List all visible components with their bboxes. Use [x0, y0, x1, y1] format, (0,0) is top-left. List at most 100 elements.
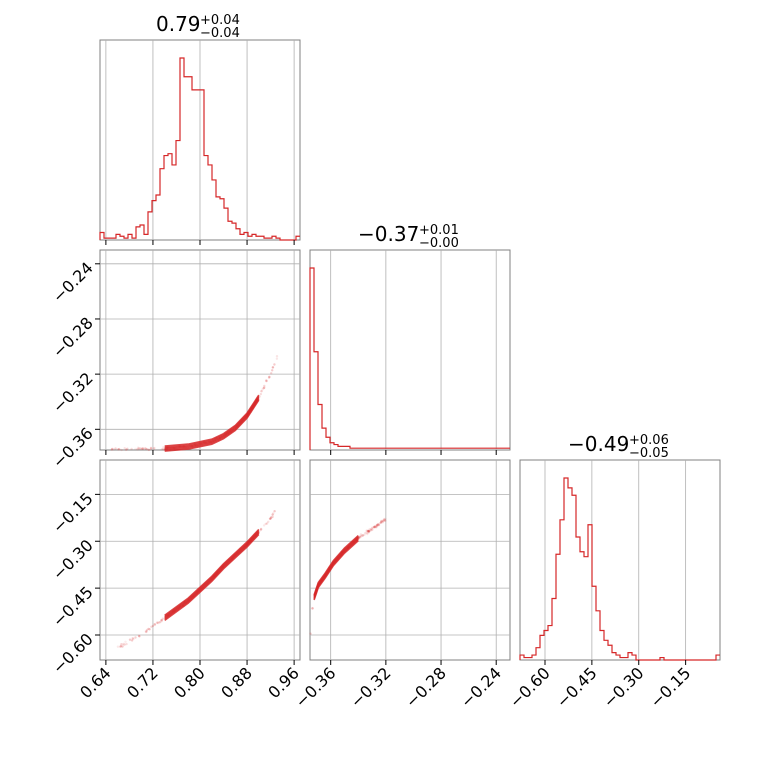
sample-point	[128, 638, 132, 641]
sample-point	[367, 529, 370, 533]
panel-frame	[309, 459, 511, 661]
sample-point	[125, 448, 128, 451]
sample-point	[147, 627, 150, 631]
sample-point	[273, 363, 276, 366]
histogram-panel-param-2: −0.60−0.45−0.30−0.15 −0.49 +0.06 −0.05	[506, 432, 721, 711]
x-ticks	[105, 450, 295, 455]
sample-point	[269, 517, 272, 520]
y-tick-label: −0.45	[49, 583, 97, 631]
sample-point	[259, 528, 263, 531]
sample-point	[366, 529, 369, 533]
x-tick-label: −0.15	[646, 663, 694, 711]
density-contour	[313, 538, 359, 599]
sample-point	[141, 447, 144, 450]
density-contours	[164, 394, 260, 452]
sample-point	[311, 607, 314, 610]
sample-point	[359, 535, 363, 538]
sample-point	[161, 617, 164, 620]
title-value: −0.49	[568, 432, 629, 456]
title-upper: +0.06	[629, 433, 669, 448]
sample-point	[134, 636, 137, 639]
density-contour	[164, 397, 260, 450]
sample-point	[162, 446, 165, 449]
sample-point	[120, 643, 123, 646]
grid-x	[330, 250, 497, 450]
y-ticks: −0.60−0.45−0.30−0.15	[49, 489, 100, 677]
sample-point	[382, 517, 386, 521]
sample-point	[369, 528, 372, 531]
sample-point	[123, 643, 126, 646]
sample-point	[275, 355, 279, 358]
sample-point	[145, 447, 148, 451]
sample-point	[363, 533, 366, 536]
sample-point	[370, 528, 373, 531]
sample-point	[272, 512, 275, 515]
sample-point	[375, 524, 378, 527]
sample-point	[149, 447, 153, 450]
panel-frame	[519, 459, 721, 661]
sample-point	[382, 519, 385, 523]
sample-point	[153, 623, 156, 626]
x-ticks: −0.36 −0.32 −0.28 −0.24	[291, 660, 505, 711]
sample-point	[361, 534, 364, 537]
sample-point	[366, 529, 369, 533]
sample-point	[141, 447, 144, 450]
sample-point	[124, 448, 128, 452]
sample-point	[270, 516, 273, 519]
sample-point	[116, 645, 120, 648]
sample-point	[268, 375, 271, 379]
sample-point	[138, 635, 141, 638]
title-value: −0.37	[358, 222, 419, 246]
density-contour	[164, 398, 260, 451]
histogram-panel-param-1: −0.37 +0.01 −0.00	[309, 222, 511, 455]
grid	[310, 460, 510, 660]
sample-point	[262, 387, 265, 390]
sample-point	[124, 640, 127, 643]
sample-point	[141, 447, 145, 450]
sample-point	[160, 447, 164, 451]
sample-point	[132, 637, 135, 641]
sample-point	[139, 447, 142, 450]
sample-point	[123, 447, 126, 450]
sample-point	[144, 630, 147, 633]
y-tick-label: −0.36	[49, 424, 97, 472]
sample-point	[377, 523, 380, 526]
sample-point	[379, 521, 383, 524]
sample-point	[384, 517, 387, 521]
sample-point	[149, 446, 153, 450]
sample-point	[365, 529, 368, 532]
sample-point	[147, 448, 150, 451]
sample-point	[359, 533, 363, 536]
sample-point	[155, 621, 159, 625]
sample-point	[130, 639, 134, 642]
y-ticks: −0.36 −0.32 −0.28 −0.24	[49, 258, 100, 472]
sample-point	[112, 448, 115, 451]
x-tick-label: 0.72	[123, 663, 162, 702]
sample-point	[160, 619, 163, 622]
sample-point	[358, 536, 362, 539]
sample-point	[261, 388, 264, 391]
sample-point	[263, 386, 266, 389]
grid	[100, 250, 300, 450]
sample-point	[381, 521, 384, 524]
grid	[100, 460, 300, 660]
sample-point	[368, 530, 371, 533]
sample-point	[269, 516, 273, 519]
scatter-panel-param-0-vs-1: −0.36 −0.32 −0.28 −0.24	[49, 249, 301, 472]
density-contour	[164, 531, 260, 619]
x-tick-label: −0.45	[553, 663, 601, 711]
panel-title-param-0: 0.79 +0.04 −0.04	[156, 12, 240, 41]
sample-point	[374, 525, 377, 529]
sample-point	[134, 447, 137, 451]
sample-point	[144, 630, 148, 634]
sample-point	[368, 527, 371, 531]
sample-point	[273, 510, 276, 513]
sample-point	[374, 524, 377, 528]
sample-point	[160, 618, 163, 622]
y-tick-label: −0.30	[49, 536, 97, 584]
sample-point	[114, 447, 117, 450]
sample-point	[121, 645, 124, 648]
sample-point	[271, 515, 274, 519]
sample-point	[147, 448, 151, 452]
sample-point	[121, 644, 125, 647]
